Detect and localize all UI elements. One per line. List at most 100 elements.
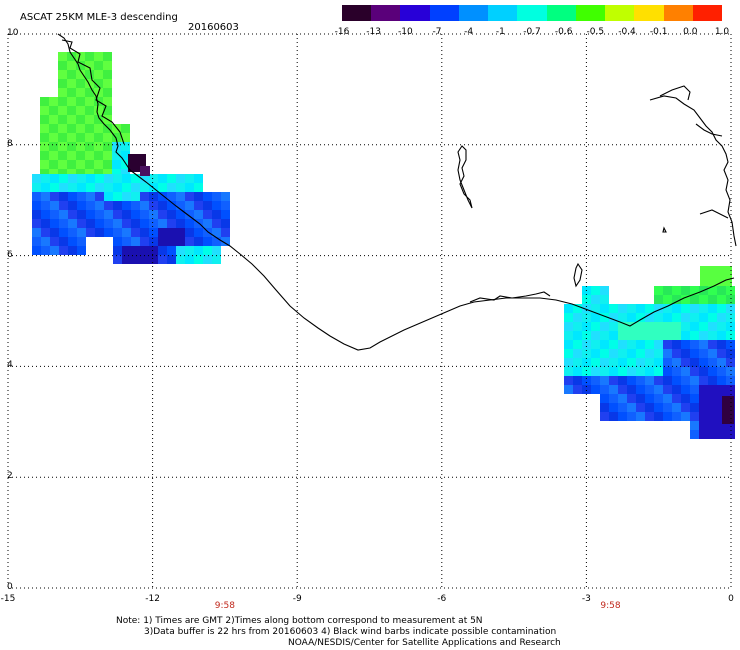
wind-cell (573, 322, 582, 331)
wind-cell (618, 376, 627, 385)
wind-cell (645, 304, 654, 313)
wind-cell (582, 385, 591, 394)
wind-cell (77, 174, 86, 183)
wind-cell (95, 228, 104, 237)
wind-cell (212, 201, 221, 210)
wind-cell (167, 174, 176, 183)
wind-cell (708, 403, 717, 412)
wind-cell (58, 52, 67, 61)
wind-cell (609, 304, 618, 313)
wind-cell (726, 340, 735, 349)
wind-cell (573, 367, 582, 376)
wind-cell (95, 183, 104, 192)
note-line-2: 3)Data buffer is 22 hrs from 20160603 4)… (144, 627, 557, 637)
wind-cell (708, 322, 717, 331)
wind-cell (76, 79, 85, 88)
wind-cell (140, 255, 149, 264)
wind-cell (690, 376, 699, 385)
wind-cell (112, 142, 121, 151)
wind-cell (717, 340, 726, 349)
wind-cell (564, 340, 573, 349)
wind-cell (94, 61, 103, 70)
wind-cell (636, 358, 645, 367)
wind-cell (121, 169, 130, 178)
wind-cell (636, 394, 645, 403)
wind-cell (654, 403, 663, 412)
wind-cell (104, 219, 113, 228)
wind-cell (194, 246, 203, 255)
wind-cell (41, 246, 50, 255)
wind-cell (609, 358, 618, 367)
wind-cell (158, 192, 167, 201)
wind-cell (113, 183, 122, 192)
wind-cell (85, 97, 94, 106)
wind-cell (221, 201, 230, 210)
wind-cell (59, 183, 68, 192)
wind-cell (700, 266, 732, 286)
wind-cell (32, 201, 41, 210)
wind-cell (167, 228, 176, 237)
colorbar-segment (371, 5, 401, 21)
wind-cell (672, 412, 681, 421)
wind-cell (681, 385, 690, 394)
wind-cell (717, 430, 726, 439)
colorbar-segment (634, 5, 665, 21)
wind-cell (76, 61, 85, 70)
wind-cell (194, 210, 203, 219)
wind-cell (717, 322, 726, 331)
wind-cell (112, 160, 121, 169)
wind-cell (41, 210, 50, 219)
wind-cell (41, 192, 50, 201)
wind-cell (113, 255, 122, 264)
wind-cell (663, 403, 672, 412)
wind-cell (49, 115, 58, 124)
wind-cell (176, 201, 185, 210)
colorbar-label: -0.1 (649, 27, 668, 37)
wind-cell (121, 151, 130, 160)
wind-cell (645, 367, 654, 376)
wind-cell (95, 210, 104, 219)
wind-cell (636, 304, 645, 313)
wind-cell (32, 210, 41, 219)
wind-cell (582, 340, 591, 349)
wind-cell (40, 151, 49, 160)
wind-cell (121, 124, 130, 133)
wind-cell (672, 304, 681, 313)
wind-cell (167, 219, 176, 228)
wind-cell (654, 286, 663, 295)
wind-cell (167, 237, 176, 246)
wind-cell (122, 228, 131, 237)
time-label: 9:58 (600, 601, 621, 611)
wind-cell (699, 367, 708, 376)
wind-cell (600, 313, 609, 322)
wind-cell (104, 174, 113, 183)
wind-cell (76, 52, 85, 61)
wind-cell (68, 201, 77, 210)
wind-cell (717, 313, 726, 322)
wind-cell (221, 237, 230, 246)
x-tick-label: -12 (145, 594, 160, 604)
wind-cell (85, 115, 94, 124)
wind-cell (672, 295, 681, 304)
wind-cell (140, 237, 149, 246)
wind-cell (600, 304, 609, 313)
wind-cell (158, 219, 167, 228)
wind-cell (600, 376, 609, 385)
wind-cell (103, 79, 112, 88)
colorbar-label: -4 (464, 27, 474, 37)
wind-cell (654, 295, 663, 304)
wind-cell (591, 358, 600, 367)
wind-cell (67, 115, 76, 124)
wind-cell (609, 412, 618, 421)
wind-cell (654, 394, 663, 403)
colorbar-segment (517, 5, 548, 21)
map-title: ASCAT 25KM MLE-3 descending (20, 12, 178, 23)
wind-cell (726, 367, 735, 376)
wind-cell (58, 79, 67, 88)
wind-cell (627, 385, 636, 394)
wind-cell (600, 349, 609, 358)
wind-cell (627, 403, 636, 412)
wind-cell (582, 367, 591, 376)
wind-cell (76, 124, 85, 133)
